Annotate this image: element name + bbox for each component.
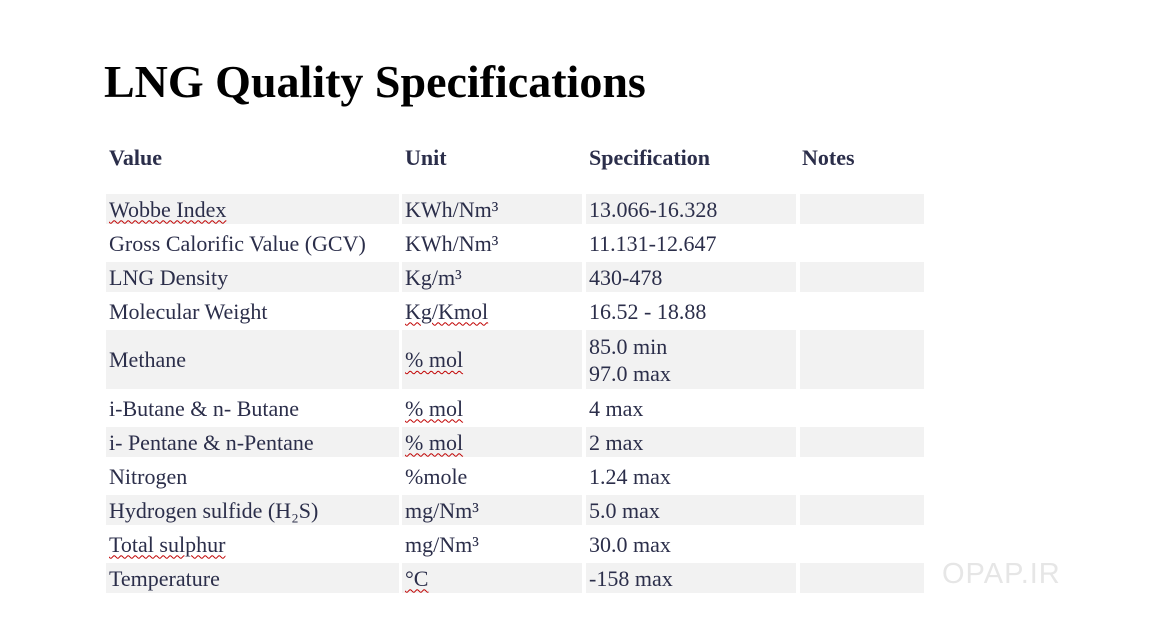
cell-notes bbox=[800, 296, 924, 326]
page-title: LNG Quality Specifications bbox=[104, 56, 646, 107]
cell-notes bbox=[800, 194, 924, 224]
watermark: OPAP.IR bbox=[942, 558, 1061, 590]
cell-value: Methane bbox=[106, 330, 399, 389]
cell-unit: % mol bbox=[405, 395, 464, 421]
header-unit: Unit bbox=[405, 145, 447, 170]
cell-spec: -158 max bbox=[586, 563, 796, 593]
cell-value: Gross Calorific Value (GCV) bbox=[109, 230, 366, 256]
cell-value: i-Butane & n- Butane bbox=[109, 395, 300, 421]
cell-value: Nitrogen bbox=[109, 463, 188, 489]
cell-notes bbox=[800, 262, 924, 292]
cell-unit: Kg/Kmol bbox=[405, 298, 489, 324]
cell-unit: KWh/Nm³ bbox=[405, 230, 499, 256]
table-row: Total sulphur mg/Nm³ 30.0 max bbox=[106, 529, 926, 559]
cell-unit: KWh/Nm³ bbox=[402, 194, 582, 224]
table-row: i- Pentane & n-Pentane % mol 2 max bbox=[106, 427, 926, 457]
cell-unit: mg/Nm³ bbox=[405, 531, 479, 557]
table-row: Hydrogen sulfide (H₂S) mg/Nm³ 5.0 max bbox=[106, 495, 926, 525]
cell-spec: 30.0 max bbox=[589, 531, 671, 557]
cell-spec: 1.24 max bbox=[589, 463, 671, 489]
cell-value: LNG Density bbox=[106, 262, 399, 292]
cell-spec: 430-478 bbox=[586, 262, 796, 292]
cell-notes bbox=[800, 563, 924, 593]
cell-unit: Kg/m³ bbox=[402, 262, 582, 292]
cell-notes bbox=[800, 228, 924, 258]
table-row: Temperature °C -158 max bbox=[106, 563, 926, 593]
cell-value: Temperature bbox=[106, 563, 399, 593]
cell-value: i- Pentane & n-Pentane bbox=[106, 427, 399, 457]
table-row: Nitrogen %mole 1.24 max bbox=[106, 461, 926, 491]
cell-unit: %mole bbox=[405, 463, 468, 489]
table-row: LNG Density Kg/m³ 430-478 bbox=[106, 262, 926, 292]
cell-notes bbox=[800, 529, 924, 559]
cell-notes bbox=[800, 495, 924, 525]
header-value: Value bbox=[109, 145, 162, 170]
cell-spec: 16.52 - 18.88 bbox=[589, 298, 707, 324]
cell-spec: 11.131-12.647 bbox=[589, 230, 717, 256]
cell-spec: 2 max bbox=[586, 427, 796, 457]
cell-value: Molecular Weight bbox=[109, 298, 268, 324]
cell-notes bbox=[800, 393, 924, 423]
cell-unit: mg/Nm³ bbox=[402, 495, 582, 525]
cell-spec: 4 max bbox=[589, 395, 644, 421]
cell-notes bbox=[800, 427, 924, 457]
cell-notes bbox=[800, 330, 924, 389]
cell-value: Hydrogen sulfide (H₂S) bbox=[106, 495, 399, 525]
table-row: Molecular Weight Kg/Kmol 16.52 - 18.88 bbox=[106, 296, 926, 326]
spec-table: Wobbe Index KWh/Nm³ 13.066-16.328 Gross … bbox=[106, 194, 926, 597]
header-specification: Specification bbox=[589, 145, 710, 170]
cell-unit: °C bbox=[405, 565, 429, 591]
cell-value: Total sulphur bbox=[109, 531, 226, 557]
table-row: Gross Calorific Value (GCV) KWh/Nm³ 11.1… bbox=[106, 228, 926, 258]
table-row: Wobbe Index KWh/Nm³ 13.066-16.328 bbox=[106, 194, 926, 224]
table-row: Methane % mol 85.0 min 97.0 max bbox=[106, 330, 926, 389]
table-row: i-Butane & n- Butane % mol 4 max bbox=[106, 393, 926, 423]
cell-spec: 13.066-16.328 bbox=[586, 194, 796, 224]
cell-unit: % mol bbox=[405, 347, 464, 372]
cell-unit: % mol bbox=[405, 429, 464, 455]
cell-value: Wobbe Index bbox=[109, 196, 227, 222]
cell-spec-max: 97.0 max bbox=[589, 360, 671, 386]
cell-spec: 5.0 max bbox=[586, 495, 796, 525]
cell-spec-min: 85.0 min bbox=[589, 333, 668, 359]
cell-notes bbox=[800, 461, 924, 491]
header-notes: Notes bbox=[802, 145, 855, 170]
